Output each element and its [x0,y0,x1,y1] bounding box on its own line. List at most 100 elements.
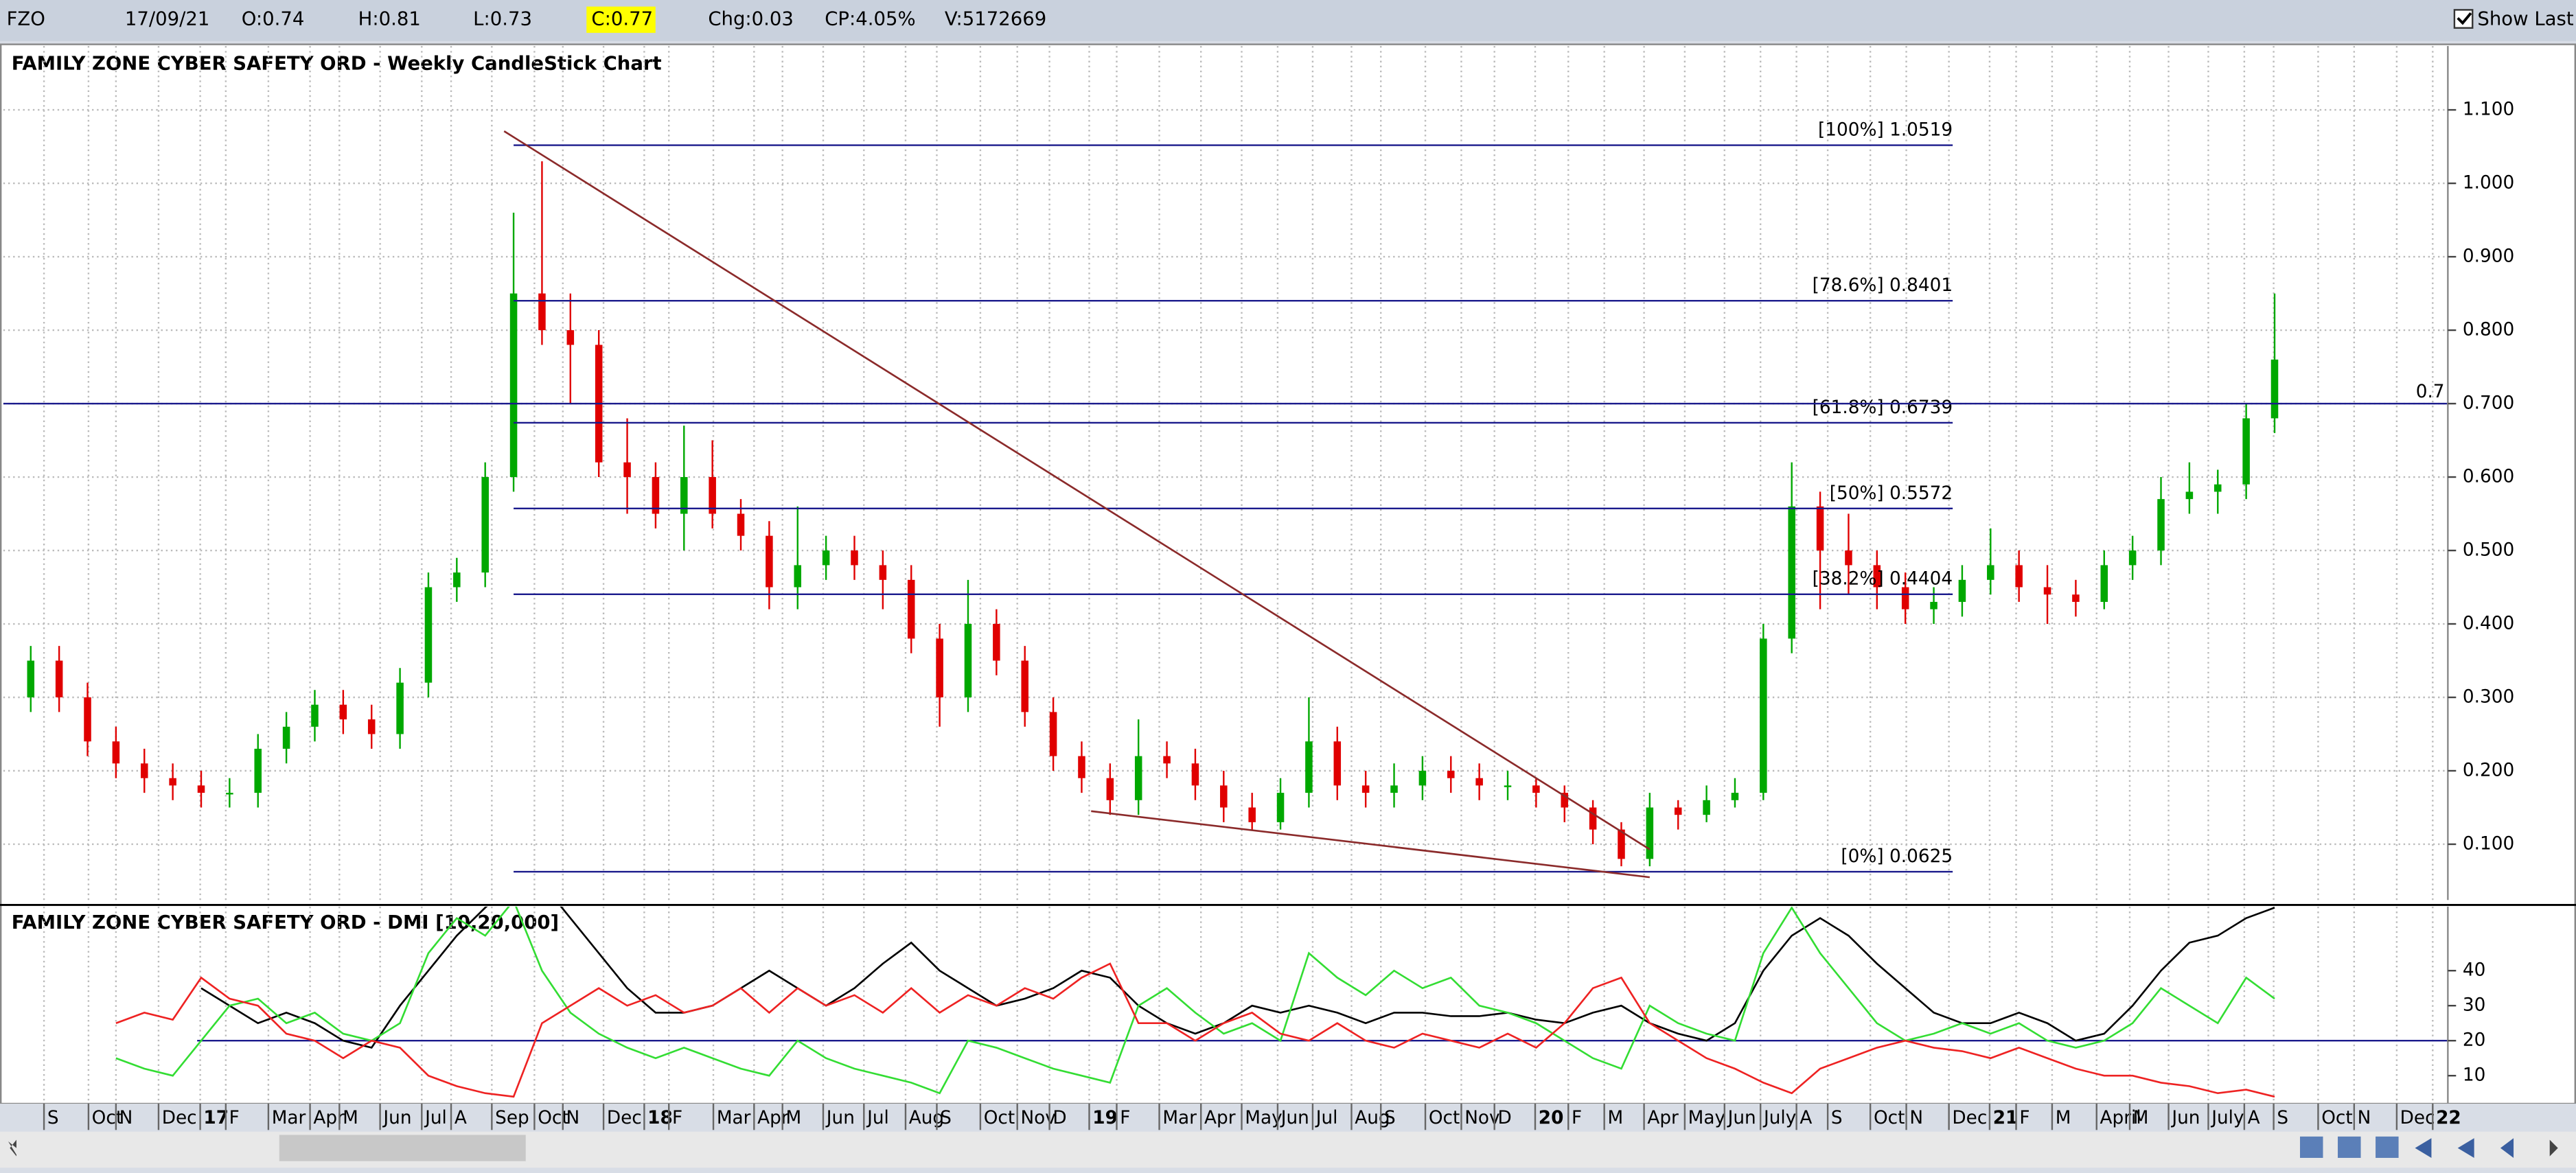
x-tick-label: 19 [1092,1108,1118,1128]
fib-label: [100%] 1.0519 [1818,120,1953,141]
candle-body [964,624,972,698]
x-tick-label: F [1572,1108,1582,1128]
candle-body [2128,550,2137,566]
y-tick-label: 0.100 [2463,833,2514,854]
candle-body [2185,491,2194,500]
close-highlight [586,6,656,33]
x-tick-label: Jun [825,1108,855,1128]
candle-body [1106,778,1114,800]
x-tick-label: D [1497,1108,1511,1128]
x-tick-label: Dec [162,1108,197,1128]
x-tick-label: M [785,1108,801,1128]
candle-body [737,513,745,536]
candle-body [254,748,262,793]
y-tick-label: 20 [2463,1030,2485,1051]
candle-body [879,565,887,580]
fib-label: [0%] 0.0625 [1841,846,1953,867]
candle-body [1134,756,1142,800]
x-tick-label: 20 [1539,1108,1564,1128]
x-tick-label: A [2248,1108,2260,1128]
candle-body [1504,785,1512,787]
x-tick-label: S [47,1108,59,1128]
low: L:0.73 [473,8,532,30]
candle-body [1475,778,1483,786]
close: C:0.77 [591,8,653,30]
nav-icon[interactable] [2457,1138,2474,1158]
candle-body [1731,793,1739,800]
dmi-line [115,962,2275,1098]
candle-body [1674,807,1682,815]
x-tick-label: A [1799,1108,1812,1128]
volume: V:5172669 [945,8,1046,30]
show-last-label[interactable]: Show Last [2477,8,2573,30]
date: 17/09/21 [125,8,210,30]
scroll-left[interactable] [8,1139,16,1157]
candle-body [652,477,660,514]
x-tick-label: Jul [866,1108,889,1128]
scroll-right[interactable] [2549,1139,2558,1157]
x-tick-label: N [119,1108,133,1128]
y-tick-label: 0.600 [2463,467,2514,487]
candle-body [1760,638,1767,793]
y-tick-label: 1.100 [2463,100,2514,120]
candle-body [1078,756,1085,778]
x-tick-label: Dec [607,1108,642,1128]
candle-body [1987,565,1994,580]
candle-body [1418,770,1427,786]
candle-body [282,726,290,749]
x-tick-label: Jun [1280,1108,1309,1128]
x-tick-label: N [2358,1108,2371,1128]
x-tick-label: Oct [1429,1108,1460,1128]
x-tick-label: M [343,1108,358,1128]
price-panel [0,43,2576,906]
candle-body [1873,565,1881,588]
x-tick-label: Sep [495,1108,529,1128]
candle-body [1447,770,1455,778]
zoom-icon[interactable] [2376,1136,2399,1158]
candle-body [1845,550,1852,566]
x-tick-label: N [1909,1108,1923,1128]
candle-body [396,682,404,734]
y-tick-label: 0.700 [2463,393,2514,414]
x-tick-label: 22 [2436,1108,2461,1128]
y-tick-label: 0.900 [2463,246,2514,267]
change: Chg:0.03 [708,8,794,30]
x-tick-label: Mar [1162,1108,1197,1128]
price-plot: [100%] 1.0519 [78.6%] 0.8401 [61.8%] 0.673… [3,46,2448,902]
y-tick-label: 10 [2463,1065,2485,1086]
candle-body [1703,800,1710,815]
x-axis-band [0,1104,2576,1132]
candle-body [794,565,802,588]
candle-body [1561,793,1569,808]
change-pct: CP:4.05% [825,8,915,30]
x-tick-label: Apr [1204,1108,1236,1128]
candle-body [2072,594,2080,602]
candle-body [2213,484,2222,492]
x-tick-label: 21 [1993,1108,2019,1128]
x-tick-label: F [1120,1108,1130,1128]
zoom-icon[interactable] [2300,1136,2323,1158]
candle-body [2270,359,2279,419]
high: H:0.81 [358,8,421,30]
candle-body [822,550,830,566]
x-tick-label: Oct [1874,1108,1905,1128]
scroll-thumb[interactable] [279,1135,526,1161]
y-tick-label: 0.500 [2463,540,2514,561]
nav-icon[interactable] [2500,1138,2514,1158]
x-tick-label: N [566,1108,580,1128]
dmi-line [115,906,2275,1095]
x-tick-label: Oct [2321,1108,2353,1128]
toolbar-icons [2300,1136,2514,1158]
nav-icon[interactable] [2415,1138,2432,1158]
candle-body [1816,506,1824,551]
x-tick-label: M [2133,1108,2149,1128]
candle-body [140,763,148,778]
candle-body [2015,565,2023,588]
header-bar [0,0,2576,41]
candle-body [226,793,233,795]
x-tick-label: Jun [2170,1108,2200,1128]
x-tick-label: S [1384,1108,1396,1128]
x-tick-label: D [1053,1108,1066,1128]
zoom-icon[interactable] [2338,1136,2361,1158]
